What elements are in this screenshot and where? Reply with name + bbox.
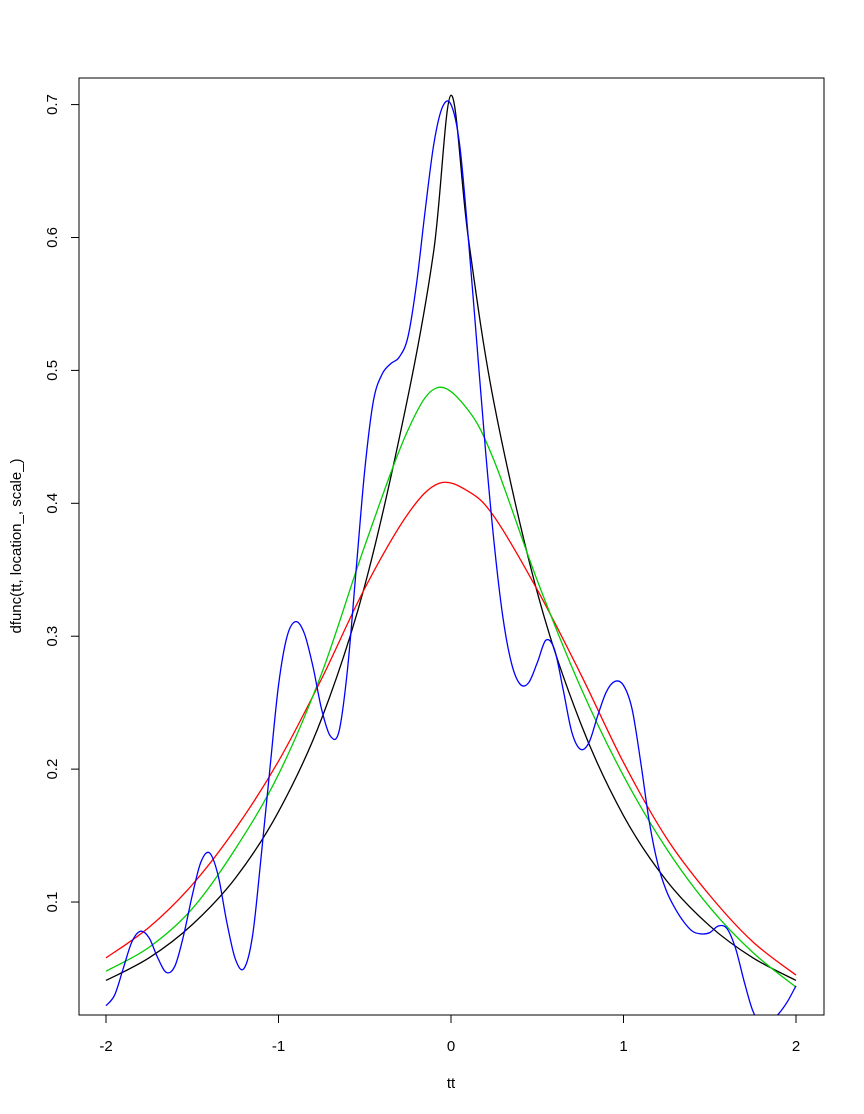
plot-frame: [78, 77, 825, 1016]
x-tick-label: 2: [792, 1038, 800, 1055]
x-tick-label: -1: [272, 1038, 285, 1055]
y-tick-label: 0.2: [44, 759, 61, 780]
y-axis-label: dfunc(tt, location_, scale_): [8, 458, 25, 633]
series-line-blue: [105, 100, 797, 1015]
x-axis: -2 -1 0 1 2: [99, 1014, 800, 1055]
y-tick-label: 0.1: [44, 892, 61, 913]
x-tick-label: 0: [447, 1038, 455, 1055]
series-line-red: [105, 481, 797, 976]
y-tick-label: 0.4: [44, 493, 61, 514]
y-tick-label: 0.6: [44, 227, 61, 248]
x-axis-label: tt: [447, 1075, 456, 1092]
x-tick-label: -2: [99, 1038, 112, 1055]
series-line-green: [105, 386, 797, 988]
y-tick-label: 0.7: [44, 94, 61, 115]
y-tick-label: 0.5: [44, 360, 61, 381]
series-line-black: [105, 94, 797, 982]
series-layer: [105, 94, 797, 1015]
x-tick-label: 1: [619, 1038, 627, 1055]
y-tick-label: 0.3: [44, 626, 61, 647]
y-axis: 0.1 0.2 0.3 0.4 0.5 0.6 0.7: [44, 94, 80, 913]
